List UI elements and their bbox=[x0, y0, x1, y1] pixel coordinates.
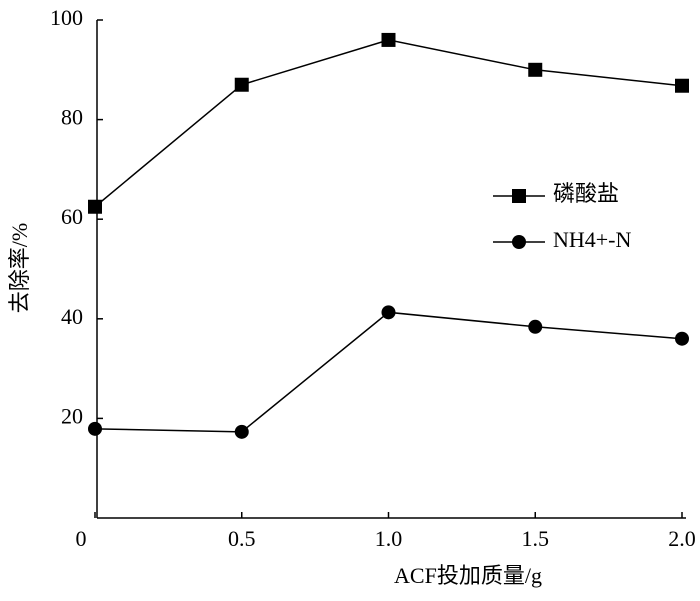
y-tick-label: 20 bbox=[61, 403, 83, 428]
y-tick-label: 40 bbox=[61, 304, 83, 329]
data-point bbox=[528, 62, 543, 77]
x-tick-label: 0 bbox=[76, 526, 87, 551]
data-point bbox=[88, 421, 102, 436]
legend-marker bbox=[512, 235, 526, 249]
x-tick-label: 1.5 bbox=[522, 526, 550, 551]
x-axis-label: ACF投加质量/g bbox=[394, 563, 542, 588]
x-tick-label: 2.0 bbox=[668, 526, 696, 551]
data-point bbox=[88, 199, 102, 214]
x-tick-label: 1.0 bbox=[375, 526, 403, 551]
legend-label: NH4+-N bbox=[553, 227, 632, 252]
data-point bbox=[234, 77, 249, 92]
data-point bbox=[381, 32, 396, 47]
legend-label: 磷酸盐 bbox=[553, 181, 619, 206]
data-point bbox=[675, 331, 689, 346]
legend-marker bbox=[512, 189, 526, 203]
y-axis-label: 去除率/% bbox=[7, 223, 32, 313]
series-line bbox=[94, 311, 683, 433]
data-point bbox=[381, 305, 396, 320]
y-tick-label: 80 bbox=[61, 105, 83, 130]
data-point bbox=[675, 78, 689, 93]
data-point bbox=[528, 319, 543, 334]
y-tick-label: 100 bbox=[50, 5, 83, 30]
data-point bbox=[234, 424, 249, 439]
y-tick-label: 60 bbox=[61, 204, 83, 229]
x-tick-label: 0.5 bbox=[228, 526, 256, 551]
